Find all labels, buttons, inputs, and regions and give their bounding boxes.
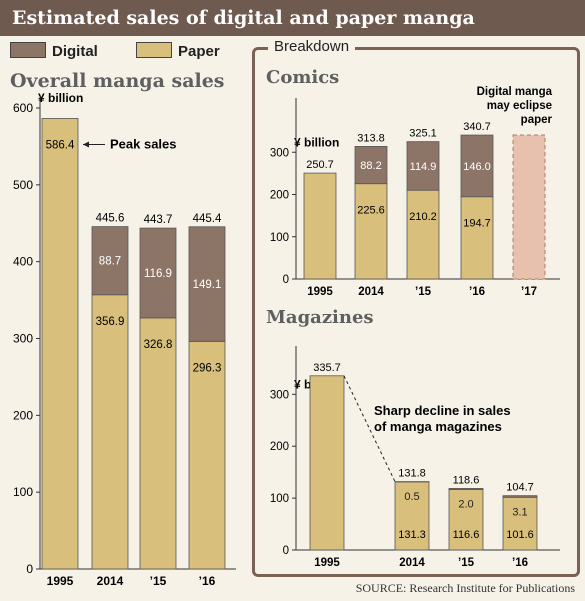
overall-bar-paper	[139, 317, 177, 570]
overall-digital-value-label: 149.1	[193, 279, 222, 291]
magazines-section-title: Magazines	[266, 307, 374, 328]
overall-y-tick-label: 300	[13, 332, 33, 346]
overall-y-tick-label: 500	[13, 178, 33, 192]
peak-sales-arrowhead	[83, 141, 89, 148]
peak-sales-annotation: Peak sales	[110, 136, 177, 151]
source-note: SOURCE: Research Institute for Publicati…	[355, 581, 575, 595]
overall-x-tick-label: 2014	[97, 574, 124, 588]
overall-bar-paper	[91, 294, 129, 570]
overall-x-tick-label: 1995	[47, 574, 74, 588]
chart-title: Estimated sales of digital and paper man…	[0, 0, 585, 36]
overall-paper-value-label: 296.3	[193, 362, 222, 374]
overall-total-label: 445.4	[193, 213, 222, 225]
overall-total-label: 586.4	[46, 139, 75, 151]
overall-paper-value-label: 356.9	[96, 316, 125, 328]
overall-y-tick-label: 100	[13, 485, 33, 499]
overall-total-label: 445.6	[96, 213, 125, 225]
overall-bar-digital	[139, 227, 177, 319]
overall-x-tick-label: ’15	[150, 574, 167, 588]
overall-y-tick-label: 400	[13, 255, 33, 269]
breakdown-label: Breakdown	[268, 38, 356, 55]
overall-digital-value-label: 116.9	[144, 268, 172, 280]
legend-swatch-digital	[10, 42, 46, 58]
legend-label-paper: Paper	[178, 43, 220, 60]
overall-x-tick-label: ’16	[199, 574, 216, 588]
overall-bar-digital	[91, 226, 129, 296]
overall-digital-value-label: 88.7	[99, 256, 121, 268]
overall-bar-digital	[188, 226, 226, 342]
legend-label-digital: Digital	[52, 43, 98, 60]
overall-paper-value-label: 326.8	[144, 339, 173, 351]
comics-section-title: Comics	[266, 67, 340, 88]
overall-section-title: Overall manga sales	[10, 70, 225, 92]
overall-bar-paper	[41, 118, 79, 570]
overall-total-label: 443.7	[144, 214, 173, 226]
overall-y-tick-label: 200	[13, 408, 33, 422]
legend-swatch-paper	[136, 42, 172, 58]
legend-item-digital: Digital	[10, 42, 98, 60]
breakdown-panel	[252, 47, 580, 577]
overall-bar-paper	[188, 340, 226, 570]
overall-unit-label: ¥ billion	[38, 91, 83, 105]
overall-y-tick-label: 0	[26, 562, 33, 576]
overall-y-tick-label: 600	[13, 101, 33, 115]
legend-item-paper: Paper	[136, 42, 220, 60]
